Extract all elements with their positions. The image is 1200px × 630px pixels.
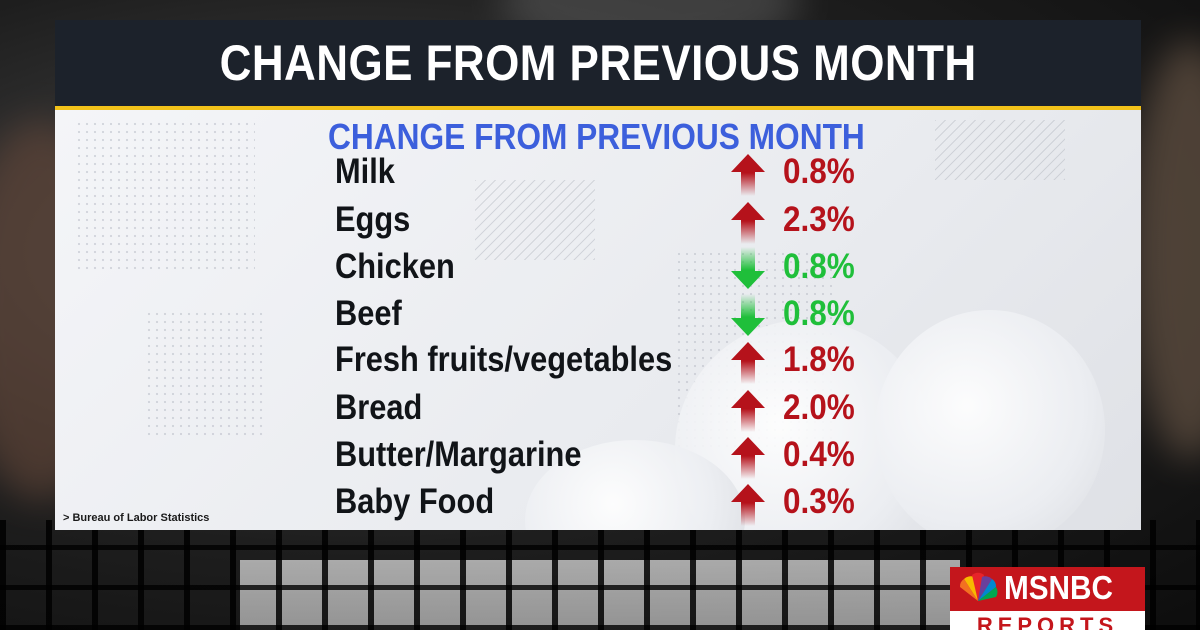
item-label: Beef: [335, 294, 402, 333]
arrow-down-icon: [731, 294, 765, 336]
item-label: Eggs: [335, 200, 411, 239]
item-label: Baby Food: [335, 482, 495, 521]
item-label: Butter/Margarine: [335, 435, 582, 474]
header-bar: CHANGE FROM PREVIOUS MONTH: [55, 20, 1141, 110]
arrow-up-icon: [731, 437, 765, 479]
item-label: Milk: [335, 152, 395, 191]
change-value: 0.8%: [783, 152, 855, 191]
item-label: Fresh fruits/vegetables: [335, 340, 673, 379]
header-title: CHANGE FROM PREVIOUS MONTH: [219, 35, 977, 91]
logo-wordmark: MSNBC: [1004, 569, 1113, 606]
list-item: Beef 0.8%: [335, 294, 895, 340]
change-value: 0.4%: [783, 435, 855, 474]
list-item: Chicken 0.8%: [335, 247, 895, 293]
msnbc-logo: MSNBC REPORTS: [950, 567, 1145, 630]
source-note: > Bureau of Labor Statistics: [63, 512, 210, 524]
data-panel: CHANGE FROM PREVIOUS MONTH Milk 0.8% Eggs 2…: [55, 110, 1141, 530]
item-label: Chicken: [335, 247, 455, 286]
list-item: Eggs 2.3%: [335, 200, 895, 246]
arrow-up-icon: [731, 390, 765, 432]
dot-pattern-decoration: [75, 120, 255, 270]
peacock-icon: [959, 572, 998, 601]
list-item: Baby Food 0.3%: [335, 482, 895, 528]
list-item: Milk 0.8%: [335, 152, 895, 198]
arrow-up-icon: [731, 202, 765, 244]
list-item: Bread 2.0%: [335, 388, 895, 434]
arrow-down-icon: [731, 247, 765, 289]
list-item: Butter/Margarine 0.4%: [335, 435, 895, 481]
arrow-up-icon: [731, 154, 765, 196]
hatch-decoration: [935, 120, 1065, 180]
dot-pattern-decoration: [145, 310, 265, 440]
change-value: 0.8%: [783, 294, 855, 333]
change-value: 0.3%: [783, 482, 855, 521]
change-value: 2.0%: [783, 388, 855, 427]
change-value: 0.8%: [783, 247, 855, 286]
list-item: Fresh fruits/vegetables 1.8%: [335, 340, 895, 386]
arrow-up-icon: [731, 484, 765, 526]
logo-tagline: REPORTS: [950, 611, 1145, 630]
arrow-up-icon: [731, 342, 765, 384]
change-value: 1.8%: [783, 340, 855, 379]
panel-subtitle: CHANGE FROM PREVIOUS MONTH: [328, 116, 865, 157]
hatch-decoration: [475, 180, 595, 260]
change-value: 2.3%: [783, 200, 855, 239]
item-label: Bread: [335, 388, 423, 427]
decorative-shape: [875, 310, 1105, 530]
